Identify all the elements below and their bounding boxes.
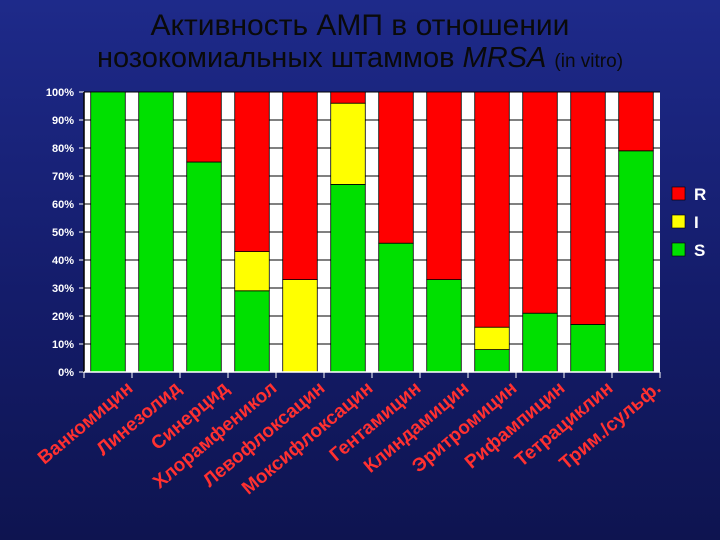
y-tick-label: 40% bbox=[52, 255, 74, 267]
bar-segment-r bbox=[378, 91, 414, 244]
bar-segment-i bbox=[330, 102, 366, 185]
legend-swatch-r bbox=[671, 186, 686, 201]
bar-segment-s bbox=[570, 323, 606, 373]
title-line-2-main: нозокомиальных штаммов bbox=[96, 42, 455, 74]
bar-segment-i bbox=[234, 251, 270, 292]
title-line-1: Активность АМП в отношении bbox=[150, 9, 570, 42]
bar-segment-s bbox=[90, 91, 126, 373]
bar-segment-s bbox=[618, 150, 654, 373]
chart-title: Активность АМП в отношении нозокомиальны… bbox=[0, 10, 720, 78]
y-tick-label: 80% bbox=[52, 143, 74, 155]
bar-segment-r bbox=[474, 91, 510, 328]
bar-segment-r bbox=[522, 91, 558, 314]
bar-segment-i bbox=[282, 279, 318, 373]
bar-segment-s bbox=[474, 349, 510, 373]
y-tick-label: 90% bbox=[52, 115, 74, 127]
bar-segment-r bbox=[234, 91, 270, 253]
bar-segment-s bbox=[234, 290, 270, 373]
bar-segment-s bbox=[330, 183, 366, 373]
bar-segment-r bbox=[186, 91, 222, 163]
y-tick-label: 0% bbox=[58, 367, 74, 379]
y-tick-label: 10% bbox=[52, 339, 74, 351]
bar-segment-s bbox=[186, 161, 222, 373]
legend-label-s: S bbox=[694, 241, 705, 260]
legend-swatch-s bbox=[671, 242, 686, 257]
bar-segment-s bbox=[138, 91, 174, 373]
bar-segment-i bbox=[474, 326, 510, 351]
legend-swatch-i bbox=[671, 214, 686, 229]
bar-segment-s bbox=[522, 312, 558, 373]
y-tick-label: 30% bbox=[52, 283, 74, 295]
y-tick-label: 100% bbox=[46, 87, 74, 99]
title-organism: MRSA bbox=[462, 42, 547, 74]
legend-label-i: I bbox=[694, 213, 699, 232]
y-tick-label: 60% bbox=[52, 199, 74, 211]
bar-segment-r bbox=[618, 91, 654, 152]
bar-segment-r bbox=[330, 91, 366, 104]
bar-segment-r bbox=[282, 91, 318, 281]
bar-segment-s bbox=[378, 242, 414, 373]
bar-segment-r bbox=[426, 91, 462, 281]
title-note: (in vitro) bbox=[554, 51, 624, 72]
y-tick-label: 50% bbox=[52, 227, 74, 239]
title-line-2: нозокомиальных штаммов MRSA (in vitro) bbox=[0, 42, 720, 78]
legend-label-r: R bbox=[694, 185, 706, 204]
bar-segment-r bbox=[570, 91, 606, 325]
bar-segment-s bbox=[426, 279, 462, 373]
y-tick-label: 70% bbox=[52, 171, 74, 183]
y-tick-label: 20% bbox=[52, 311, 74, 323]
